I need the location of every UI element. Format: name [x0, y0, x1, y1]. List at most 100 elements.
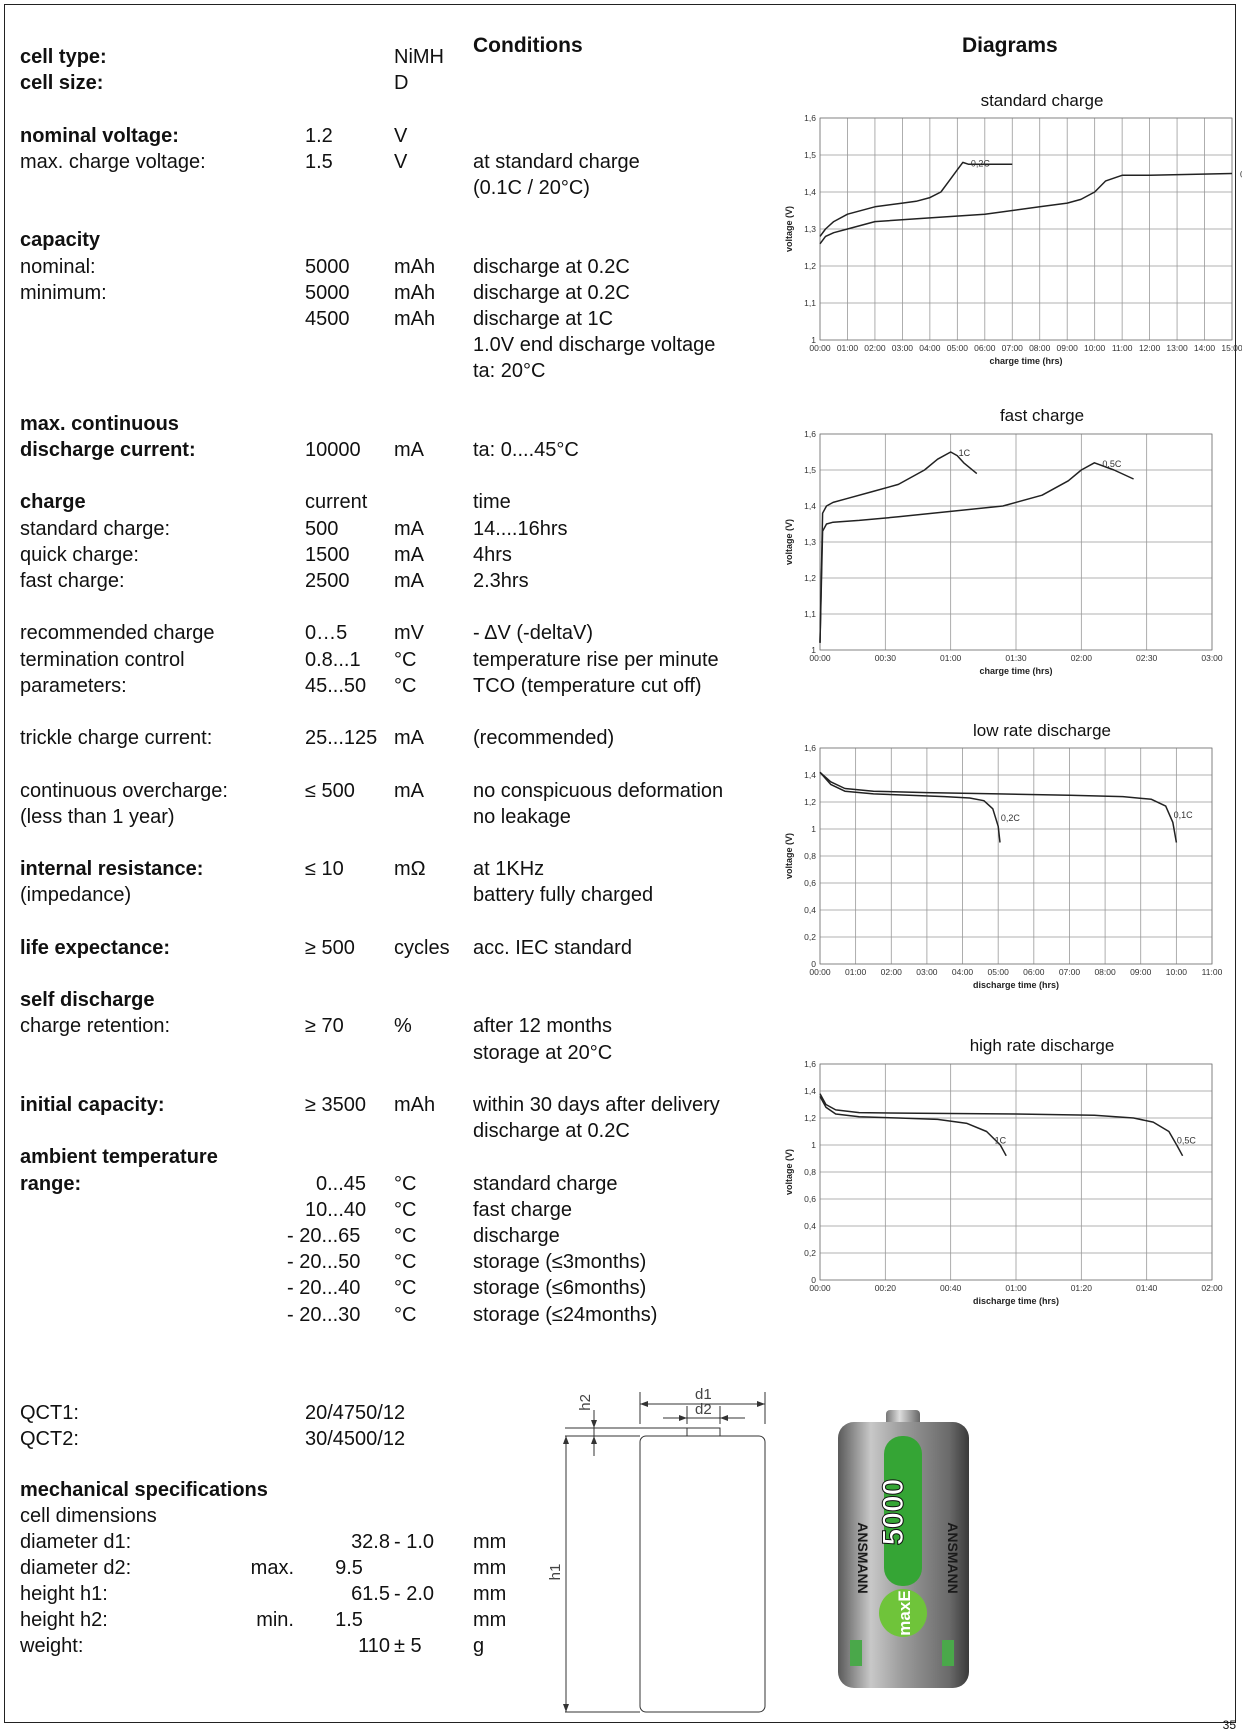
series-label: 0,1C — [1174, 810, 1194, 820]
spec-condition: no conspicuous deformation — [473, 780, 724, 802]
spec-unit: mΩ — [394, 858, 426, 880]
spec-unit: mA — [394, 544, 424, 566]
spec-label: max. continuous — [20, 413, 179, 435]
mech-qualifier: max. — [250, 1557, 294, 1579]
spec-condition: time — [473, 491, 511, 513]
spec-unit: NiMH — [394, 46, 444, 68]
spec-unit: mA — [394, 780, 424, 802]
spec-condition: discharge at 1C — [473, 308, 614, 330]
dim-label-h1: h1 — [547, 1564, 564, 1581]
spec-condition: discharge at 0.2C — [473, 1120, 630, 1142]
x-tick-label: 07:00 — [1002, 343, 1024, 353]
x-tick-label: 11:00 — [1202, 967, 1223, 977]
dim-label-d1: d1 — [695, 1386, 712, 1403]
spec-unit: °C — [394, 675, 417, 697]
x-tick-label: 00:00 — [809, 967, 831, 977]
x-tick-label: 03:00 — [892, 343, 914, 353]
y-axis-label: voltage (V) — [784, 833, 794, 879]
y-tick-label: 1,4 — [804, 1086, 816, 1096]
spec-condition: (recommended) — [473, 727, 615, 749]
y-tick-label: 1,2 — [804, 573, 816, 583]
spec-condition: TCO (temperature cut off) — [473, 675, 702, 697]
battery-photo: 5000 maxE ANSMANN ANSMANN — [838, 1410, 969, 1688]
x-tick-label: 08:00 — [1029, 343, 1051, 353]
chart-1: 00:00 00:30 01:00 01:30 02:00 02:30 03:00 1 1,1 1… — [784, 429, 1223, 676]
spec-label: (less than 1 year) — [20, 806, 175, 828]
x-tick-label: 01:00 — [1005, 1283, 1027, 1293]
spec-condition: after 12 months — [473, 1015, 612, 1037]
y-tick-label: 0,4 — [804, 1221, 816, 1231]
spec-condition: storage (≤24months) — [473, 1304, 658, 1326]
chart-title: high rate discharge — [969, 1036, 1115, 1055]
spec-value: 10...40 — [305, 1199, 367, 1221]
y-tick-label: 0,6 — [804, 878, 816, 888]
plot-area — [819, 747, 1213, 965]
x-tick-label: 00:00 — [809, 343, 831, 353]
spec-label: internal resistance: — [20, 858, 204, 880]
spec-value: - 20...50 — [287, 1251, 361, 1273]
y-axis-label: voltage (V) — [784, 206, 794, 252]
spec-value: ≥ 500 — [305, 937, 355, 959]
mech-unit: mm — [473, 1531, 507, 1553]
spec-label: life expectance: — [20, 937, 171, 959]
x-tick-label: 01:20 — [1071, 1283, 1093, 1293]
x-tick-label: 00:20 — [875, 1283, 897, 1293]
x-axis-label: discharge time (hrs) — [973, 1296, 1059, 1306]
x-tick-label: 08:00 — [1094, 967, 1116, 977]
y-tick-label: 1,6 — [804, 743, 816, 753]
spec-value: - 20...65 — [287, 1225, 361, 1247]
spec-value: 4500 — [305, 308, 350, 330]
spec-label: quick charge: — [20, 544, 139, 566]
spec-unit: °C — [394, 1173, 417, 1195]
spec-label: cell size: — [20, 72, 104, 94]
spec-value: 25...125 — [305, 727, 378, 749]
y-tick-label: 1 — [811, 1140, 816, 1150]
spec-value: 1.5 — [305, 151, 333, 173]
mech-value: 32.8 — [351, 1531, 390, 1553]
mech-qualifier: min. — [256, 1609, 294, 1631]
spec-condition: 14....16hrs — [473, 518, 568, 540]
chart-title: fast charge — [999, 406, 1085, 425]
x-tick-label: 12:00 — [1139, 343, 1161, 353]
x-tick-label: 01:00 — [940, 653, 962, 663]
spec-unit: °C — [394, 1225, 417, 1247]
chart-grid — [819, 1063, 1213, 1281]
spec-label: self discharge — [20, 989, 155, 1011]
x-tick-label: 01:00 — [837, 343, 859, 353]
qct-label: QCT2: — [20, 1428, 79, 1450]
x-tick-label: 06:00 — [974, 343, 996, 353]
plot-area — [819, 433, 1213, 651]
spec-label: capacity — [20, 229, 101, 251]
y-tick-label: 1,5 — [804, 150, 816, 160]
spec-unit: °C — [394, 1277, 417, 1299]
chart-title: standard charge — [980, 91, 1104, 110]
battery-brand-right: ANSMANN — [945, 1522, 961, 1594]
x-tick-label: 01:30 — [1005, 653, 1027, 663]
series-line-0 — [819, 451, 978, 643]
mech-unit: mm — [473, 1609, 507, 1631]
spec-label: range: — [20, 1173, 82, 1195]
x-tick-label: 00:40 — [940, 1283, 962, 1293]
spec-condition: 2.3hrs — [473, 570, 529, 592]
spec-condition: temperature rise per minute — [473, 649, 719, 671]
mech-unit: g — [473, 1635, 485, 1657]
spec-label: charge retention: — [20, 1015, 171, 1037]
chart-3: 00:00 00:20 00:40 01:00 01:20 01:40 02:00 0 0,2 0… — [784, 1059, 1223, 1306]
x-tick-label: 05:00 — [988, 967, 1010, 977]
spec-unit: D — [394, 72, 409, 94]
spec-unit: cycles — [394, 937, 450, 959]
spec-condition: - ΔV (-deltaV) — [473, 622, 594, 644]
x-tick-label: 13:00 — [1166, 343, 1188, 353]
x-tick-label: 15:00 — [1221, 343, 1242, 353]
spec-unit: % — [394, 1015, 412, 1037]
series-line-1 — [819, 462, 1134, 643]
x-tick-label: 00:00 — [809, 653, 831, 663]
chart-grid — [819, 433, 1213, 651]
mech-unit: mm — [473, 1583, 507, 1605]
y-tick-label: 1,2 — [804, 797, 816, 807]
spec-value: 10000 — [305, 439, 361, 461]
y-tick-label: 1,2 — [804, 261, 816, 271]
x-tick-label: 02:00 — [1201, 1283, 1223, 1293]
x-axis-label: discharge time (hrs) — [973, 980, 1059, 990]
y-tick-label: 1,3 — [804, 224, 816, 234]
